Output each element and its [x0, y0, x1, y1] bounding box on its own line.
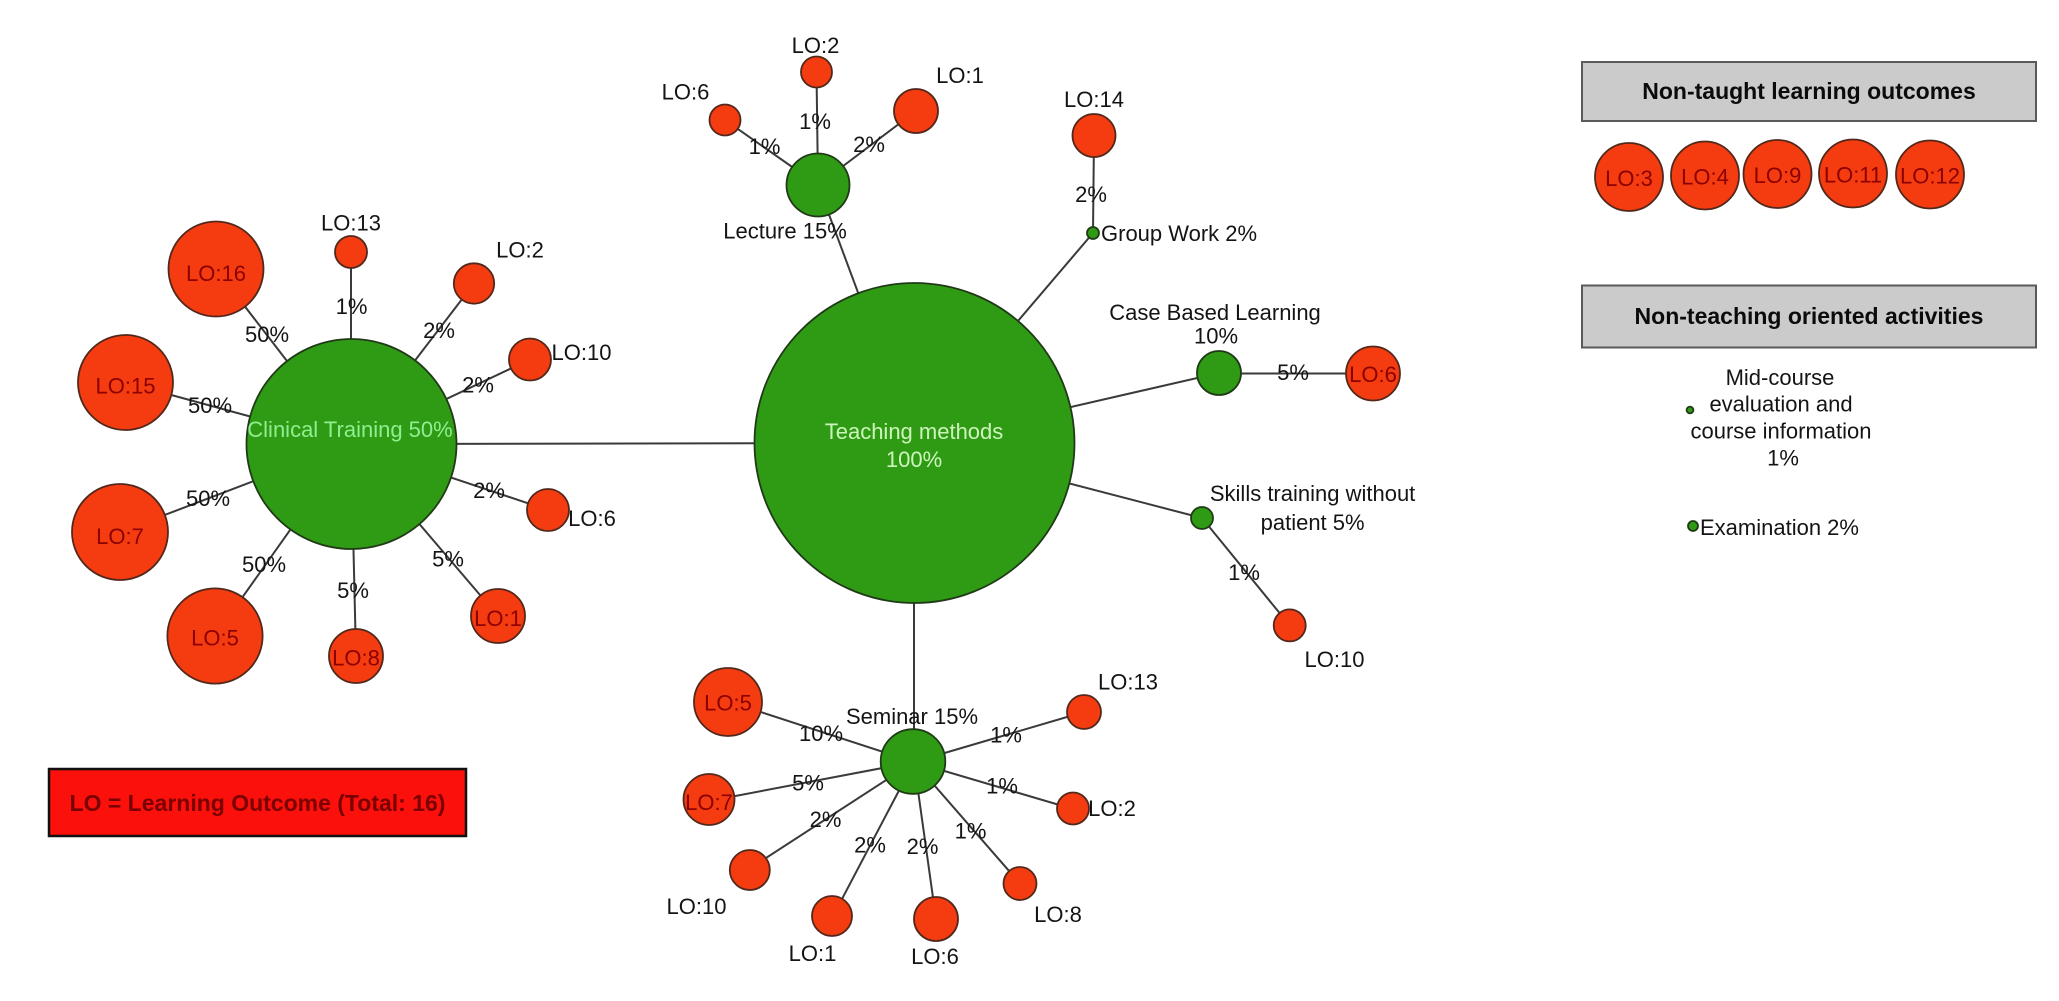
svg-text:LO:14: LO:14 [1064, 87, 1124, 112]
svg-text:LO:1: LO:1 [474, 606, 522, 631]
svg-text:2%: 2% [853, 132, 885, 157]
svg-text:5%: 5% [432, 547, 464, 572]
svg-text:1%: 1% [1767, 446, 1799, 471]
svg-text:LO = Learning Outcome (Total:: LO = Learning Outcome (Total: 16) [70, 790, 446, 816]
svg-text:1%: 1% [986, 774, 1018, 799]
svg-text:LO:13: LO:13 [1098, 670, 1158, 695]
svg-text:10%: 10% [799, 721, 843, 746]
svg-text:Examination 2%: Examination 2% [1700, 515, 1859, 540]
svg-text:LO:3: LO:3 [1605, 166, 1653, 191]
svg-text:1%: 1% [336, 294, 368, 319]
svg-text:LO:9: LO:9 [1754, 163, 1802, 188]
svg-text:1%: 1% [799, 109, 831, 134]
svg-text:50%: 50% [242, 552, 286, 577]
svg-text:Mid-course: Mid-course [1726, 365, 1835, 390]
svg-text:Clinical Training 50%: Clinical Training 50% [247, 417, 452, 442]
svg-text:5%: 5% [792, 771, 824, 796]
svg-text:1%: 1% [955, 819, 987, 844]
svg-text:LO:2: LO:2 [496, 238, 544, 263]
svg-text:5%: 5% [1277, 360, 1309, 385]
svg-text:2%: 2% [854, 833, 886, 858]
svg-text:LO:6: LO:6 [1349, 362, 1397, 387]
svg-text:2%: 2% [907, 834, 939, 859]
svg-text:Lecture 15%: Lecture 15% [723, 219, 847, 244]
svg-text:1%: 1% [749, 134, 781, 159]
svg-text:evaluation and: evaluation and [1709, 392, 1852, 417]
svg-text:LO:10: LO:10 [552, 340, 612, 365]
svg-text:LO:7: LO:7 [685, 790, 733, 815]
svg-text:50%: 50% [186, 486, 230, 511]
svg-text:50%: 50% [188, 393, 232, 418]
svg-text:LO:1: LO:1 [936, 63, 984, 88]
svg-text:10%: 10% [1194, 324, 1238, 349]
svg-text:5%: 5% [337, 578, 369, 603]
svg-text:LO:5: LO:5 [704, 691, 752, 716]
svg-text:2%: 2% [473, 478, 505, 503]
svg-text:Seminar 15%: Seminar 15% [846, 704, 978, 729]
svg-text:Teaching methods: Teaching methods [825, 419, 1004, 444]
svg-text:100%: 100% [886, 447, 942, 472]
svg-text:LO:6: LO:6 [568, 506, 616, 531]
svg-text:Non-teaching oriented activiti: Non-teaching oriented activities [1635, 303, 1984, 329]
svg-text:LO:10: LO:10 [1305, 647, 1365, 672]
svg-text:LO:4: LO:4 [1681, 165, 1729, 190]
svg-text:Skills training without: Skills training without [1210, 481, 1415, 506]
svg-text:Group Work 2%: Group Work 2% [1101, 221, 1257, 246]
svg-text:2%: 2% [423, 318, 455, 343]
svg-text:LO:1: LO:1 [789, 941, 837, 966]
svg-text:LO:11: LO:11 [1824, 163, 1882, 188]
svg-text:patient 5%: patient 5% [1261, 510, 1365, 535]
svg-text:LO:2: LO:2 [792, 33, 840, 58]
svg-text:LO:8: LO:8 [332, 646, 380, 671]
svg-text:LO:15: LO:15 [96, 374, 156, 399]
svg-text:LO:2: LO:2 [1088, 796, 1136, 821]
svg-text:LO:12: LO:12 [1900, 164, 1960, 189]
svg-text:1%: 1% [990, 723, 1022, 748]
svg-text:2%: 2% [810, 807, 842, 832]
svg-text:LO:6: LO:6 [911, 944, 959, 969]
svg-text:LO:7: LO:7 [96, 524, 144, 549]
svg-text:50%: 50% [245, 322, 289, 347]
svg-text:LO:6: LO:6 [662, 80, 710, 105]
svg-text:LO:8: LO:8 [1034, 902, 1082, 927]
svg-text:LO:5: LO:5 [191, 626, 239, 651]
svg-text:LO:10: LO:10 [667, 894, 727, 919]
svg-text:2%: 2% [462, 373, 494, 398]
svg-text:Non-taught learning outcomes: Non-taught learning outcomes [1642, 78, 1976, 104]
svg-text:LO:13: LO:13 [321, 211, 381, 236]
svg-text:LO:16: LO:16 [186, 261, 246, 286]
svg-text:Case Based Learning: Case Based Learning [1109, 300, 1321, 325]
svg-text:2%: 2% [1075, 182, 1107, 207]
svg-text:course information: course information [1691, 419, 1872, 444]
svg-text:1%: 1% [1228, 560, 1260, 585]
